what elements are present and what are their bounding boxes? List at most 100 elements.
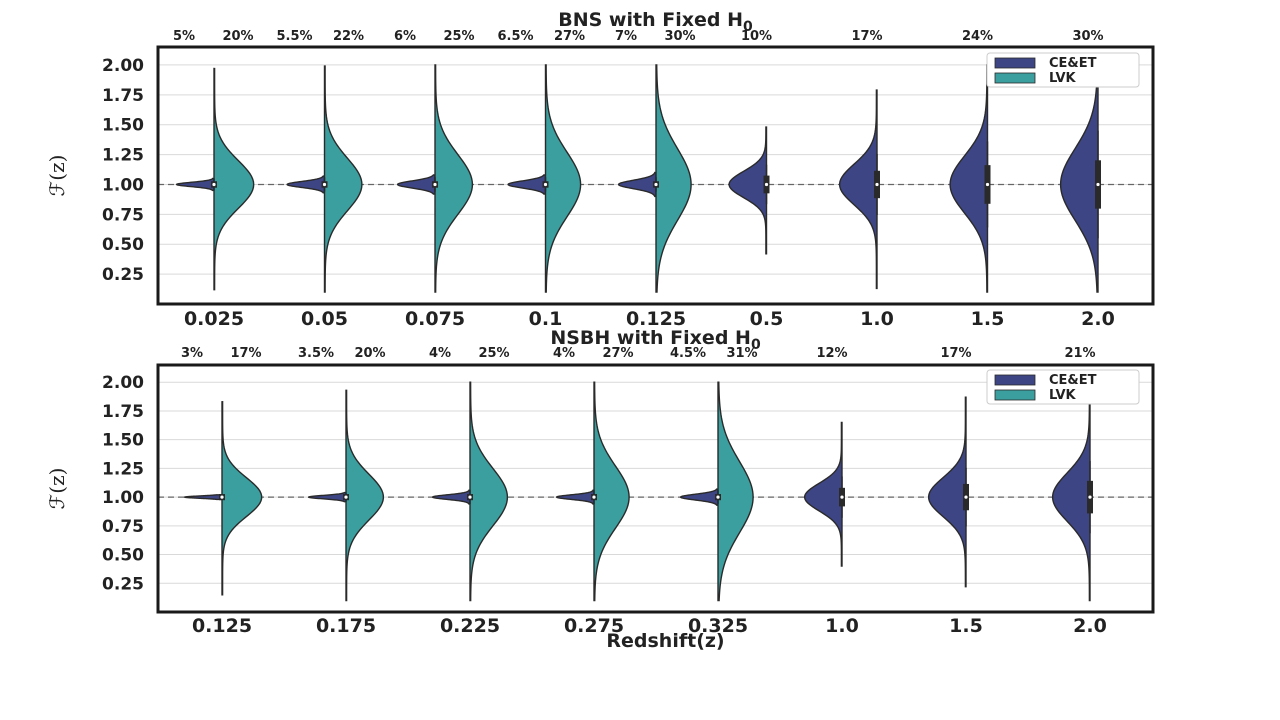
x-tick-label: 2.0: [1073, 615, 1107, 637]
violin-ce-et: [728, 126, 768, 255]
x-tick-label: 0.5: [750, 308, 784, 330]
violin-group: [838, 89, 880, 290]
violin-group: [679, 381, 754, 602]
violin-group: [431, 381, 509, 602]
y-tick-label: 1.75: [102, 86, 144, 106]
pct-label-lvk: 22%: [333, 29, 364, 44]
box-median: [212, 182, 216, 187]
pct-label-ce-et: 21%: [1064, 346, 1095, 361]
plot-frame: [156, 363, 1155, 614]
pct-label-lvk: 17%: [230, 346, 261, 361]
x-tick-label: 0.125: [192, 615, 252, 637]
box-median: [875, 182, 879, 187]
chart-title-main: NSBH with Fixed H: [550, 327, 751, 349]
box-median: [220, 495, 224, 499]
y-tick-label: 0.50: [102, 546, 144, 566]
legend-swatch-ce-et: [994, 374, 1036, 386]
violin-group: [507, 64, 582, 293]
violin-ce-et: [431, 489, 471, 505]
violin-ce-et: [555, 489, 595, 505]
box-median: [322, 182, 327, 187]
y-tick-label: 1.00: [102, 488, 144, 508]
violin-lvk: [593, 381, 630, 602]
violin-group: [617, 64, 692, 293]
pct-label-ce-et: 17%: [851, 29, 882, 44]
y-tick-label: 0.25: [102, 574, 144, 594]
violin-ce-et: [927, 396, 967, 588]
violin-group: [396, 64, 474, 293]
pct-label-ce-et: 3%: [181, 346, 203, 361]
violin-ce-et: [838, 89, 878, 290]
violin-group: [927, 396, 969, 588]
box-median: [468, 495, 472, 499]
violin-group: [728, 126, 770, 255]
x-axis-label: Redshift(z): [606, 630, 724, 652]
pct-label-ce-et: 5.5%: [276, 29, 312, 44]
x-tick-label: 0.275: [564, 615, 624, 637]
y-tick-label: 2.00: [102, 56, 144, 76]
y-tick-label: 0.75: [102, 205, 144, 225]
x-tick-label: 1.0: [860, 308, 894, 330]
violin-ce-et: [286, 175, 326, 194]
violin-ce-et: [679, 488, 719, 506]
x-tick-label: 0.325: [688, 615, 748, 637]
pct-label-ce-et: 10%: [741, 29, 772, 44]
violin-group: [803, 421, 845, 567]
box-median: [964, 495, 968, 499]
violin-ce-et: [1051, 404, 1091, 602]
y-axis-label: ℱ(z): [45, 468, 69, 510]
pct-label-ce-et: 6.5%: [497, 29, 533, 44]
x-tick-label: 0.075: [405, 308, 465, 330]
pct-label-ce-et: 6%: [394, 29, 416, 44]
box-median: [1088, 495, 1092, 499]
x-tick-label: 0.225: [440, 615, 500, 637]
pct-label-ce-et: 24%: [962, 29, 993, 44]
violin-group: [1051, 404, 1093, 602]
legend-label-ce-et: CE&ET: [1049, 373, 1097, 388]
y-tick-label: 1.25: [102, 146, 144, 166]
pct-label-lvk: 30%: [664, 29, 695, 44]
x-tick-label: 1.0: [825, 615, 859, 637]
box-median: [985, 182, 990, 187]
violin-ce-et: [1059, 70, 1099, 293]
violin-lvk: [717, 381, 754, 602]
violin-lvk: [213, 67, 255, 291]
violin-ce-et: [175, 177, 215, 192]
y-tick-label: 0.25: [102, 265, 144, 285]
violin-ce-et: [507, 174, 547, 195]
violin-lvk: [221, 401, 263, 596]
violin-ce-et: [307, 491, 347, 503]
pct-label-ce-et: 17%: [940, 346, 971, 361]
violin-group: [175, 67, 255, 291]
pct-label-lvk: 20%: [222, 29, 253, 44]
legend-label-lvk: LVK: [1049, 388, 1077, 403]
violin-ce-et: [183, 494, 223, 501]
x-tick-label: 1.5: [949, 615, 983, 637]
y-tick-label: 1.75: [102, 402, 144, 422]
box-median: [764, 182, 769, 187]
box-median: [716, 495, 720, 499]
x-tick-label: 1.5: [971, 308, 1005, 330]
pct-label-lvk: 27%: [602, 346, 633, 361]
x-tick-label: 0.025: [184, 308, 244, 330]
chart-title: NSBH with Fixed H0: [550, 327, 761, 353]
legend-label-ce-et: CE&ET: [1049, 56, 1097, 71]
violin-ce-et: [949, 64, 989, 293]
y-tick-label: 1.00: [102, 175, 144, 195]
violin-group: [183, 401, 263, 596]
pct-label-lvk: 25%: [443, 29, 474, 44]
chart-title-main: BNS with Fixed H: [558, 9, 743, 31]
violin-group: [1059, 70, 1101, 293]
plot-frame: [156, 45, 1155, 306]
box-median: [1096, 182, 1100, 187]
y-tick-label: 1.50: [102, 116, 144, 136]
pct-label-ce-et: 12%: [816, 346, 847, 361]
violin-ce-et: [396, 174, 436, 195]
pct-label-ce-et: 5%: [173, 29, 195, 44]
pct-label-ce-et: 4%: [429, 346, 451, 361]
y-tick-label: 1.25: [102, 459, 144, 479]
y-tick-label: 0.50: [102, 235, 144, 255]
violin-lvk: [345, 389, 385, 602]
